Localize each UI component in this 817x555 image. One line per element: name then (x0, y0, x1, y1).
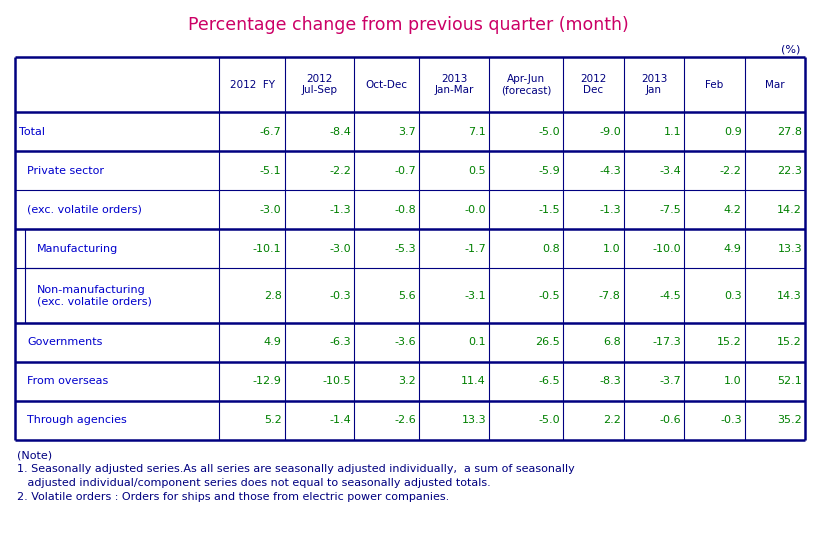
Text: 4.9: 4.9 (724, 244, 742, 254)
Text: 14.2: 14.2 (777, 205, 802, 215)
Text: 0.8: 0.8 (542, 244, 560, 254)
Text: (%): (%) (780, 45, 800, 55)
Text: Through agencies: Through agencies (27, 416, 127, 426)
Text: Manufacturing: Manufacturing (37, 244, 118, 254)
Text: -0.6: -0.6 (659, 416, 681, 426)
Text: 1.1: 1.1 (663, 127, 681, 137)
Text: Feb: Feb (705, 79, 724, 89)
Text: 52.1: 52.1 (777, 376, 802, 386)
Text: -0.0: -0.0 (464, 205, 486, 215)
Text: 35.2: 35.2 (777, 416, 802, 426)
Text: 6.8: 6.8 (603, 337, 621, 347)
Text: -3.6: -3.6 (395, 337, 417, 347)
Text: Total: Total (19, 127, 45, 137)
Text: 13.3: 13.3 (777, 244, 802, 254)
Text: 4.2: 4.2 (724, 205, 742, 215)
Text: -1.7: -1.7 (464, 244, 486, 254)
Text: 3.2: 3.2 (399, 376, 417, 386)
Text: 2013
Jan: 2013 Jan (641, 74, 667, 95)
Text: 2.8: 2.8 (264, 290, 282, 300)
Text: -10.1: -10.1 (253, 244, 282, 254)
Text: 1. Seasonally adjusted series.As all series are seasonally adjusted individually: 1. Seasonally adjusted series.As all ser… (17, 464, 574, 474)
Text: -7.8: -7.8 (599, 290, 621, 300)
Text: -6.7: -6.7 (260, 127, 282, 137)
Text: 15.2: 15.2 (777, 337, 802, 347)
Text: 0.3: 0.3 (724, 290, 742, 300)
Text: 0.9: 0.9 (724, 127, 742, 137)
Text: 27.8: 27.8 (777, 127, 802, 137)
Text: 5.6: 5.6 (399, 290, 417, 300)
Text: -5.0: -5.0 (538, 127, 560, 137)
Text: Mar: Mar (765, 79, 784, 89)
Text: -0.5: -0.5 (538, 290, 560, 300)
Text: 13.3: 13.3 (462, 416, 486, 426)
Text: 2013
Jan-Mar: 2013 Jan-Mar (435, 74, 474, 95)
Text: -1.5: -1.5 (538, 205, 560, 215)
Text: -10.5: -10.5 (323, 376, 351, 386)
Text: -0.7: -0.7 (395, 165, 417, 175)
Text: Non-manufacturing
(exc. volatile orders): Non-manufacturing (exc. volatile orders) (37, 285, 152, 306)
Text: Apr-Jun
(forecast): Apr-Jun (forecast) (501, 74, 551, 95)
Text: 5.2: 5.2 (264, 416, 282, 426)
Text: -2.2: -2.2 (329, 165, 351, 175)
Text: -1.3: -1.3 (329, 205, 351, 215)
Text: -17.3: -17.3 (653, 337, 681, 347)
Text: 26.5: 26.5 (536, 337, 560, 347)
Text: 2012
Jul-Sep: 2012 Jul-Sep (301, 74, 337, 95)
Text: -5.9: -5.9 (538, 165, 560, 175)
Text: -6.5: -6.5 (538, 376, 560, 386)
Text: 7.1: 7.1 (468, 127, 486, 137)
Text: 14.3: 14.3 (777, 290, 802, 300)
Text: Governments: Governments (27, 337, 102, 347)
Text: -3.0: -3.0 (260, 205, 282, 215)
Text: 11.4: 11.4 (462, 376, 486, 386)
Text: -3.0: -3.0 (329, 244, 351, 254)
Text: 0.5: 0.5 (468, 165, 486, 175)
Text: Percentage change from previous quarter (month): Percentage change from previous quarter … (188, 16, 628, 34)
Text: 2012
Dec: 2012 Dec (580, 74, 607, 95)
Text: -10.0: -10.0 (653, 244, 681, 254)
Text: -12.9: -12.9 (252, 376, 282, 386)
Text: -3.4: -3.4 (659, 165, 681, 175)
Text: adjusted individual/component series does not equal to seasonally adjusted total: adjusted individual/component series doe… (17, 478, 491, 488)
Text: -5.3: -5.3 (395, 244, 417, 254)
Text: -0.8: -0.8 (395, 205, 417, 215)
Text: 15.2: 15.2 (717, 337, 742, 347)
Text: -0.3: -0.3 (720, 416, 742, 426)
Text: -1.3: -1.3 (599, 205, 621, 215)
Text: -8.3: -8.3 (599, 376, 621, 386)
Text: 1.0: 1.0 (724, 376, 742, 386)
Text: Oct-Dec: Oct-Dec (366, 79, 408, 89)
Text: -7.5: -7.5 (659, 205, 681, 215)
Text: 4.9: 4.9 (264, 337, 282, 347)
Text: -3.1: -3.1 (464, 290, 486, 300)
Text: -0.3: -0.3 (329, 290, 351, 300)
Text: (Note): (Note) (17, 450, 52, 460)
Text: -4.5: -4.5 (659, 290, 681, 300)
Text: -1.4: -1.4 (329, 416, 351, 426)
Text: From overseas: From overseas (27, 376, 108, 386)
Text: 1.0: 1.0 (603, 244, 621, 254)
Text: -2.6: -2.6 (395, 416, 417, 426)
Text: -3.7: -3.7 (659, 376, 681, 386)
Text: 0.1: 0.1 (468, 337, 486, 347)
Text: -4.3: -4.3 (599, 165, 621, 175)
Text: -2.2: -2.2 (720, 165, 742, 175)
Text: -6.3: -6.3 (329, 337, 351, 347)
Text: Private sector: Private sector (27, 165, 104, 175)
Text: 2012  FY: 2012 FY (230, 79, 275, 89)
Text: -5.1: -5.1 (260, 165, 282, 175)
Text: -9.0: -9.0 (599, 127, 621, 137)
Text: 2.2: 2.2 (603, 416, 621, 426)
Text: -8.4: -8.4 (329, 127, 351, 137)
Text: (exc. volatile orders): (exc. volatile orders) (27, 205, 142, 215)
Text: 2. Volatile orders : Orders for ships and those from electric power companies.: 2. Volatile orders : Orders for ships an… (17, 492, 449, 502)
Text: -5.0: -5.0 (538, 416, 560, 426)
Text: 22.3: 22.3 (777, 165, 802, 175)
Text: 3.7: 3.7 (399, 127, 417, 137)
